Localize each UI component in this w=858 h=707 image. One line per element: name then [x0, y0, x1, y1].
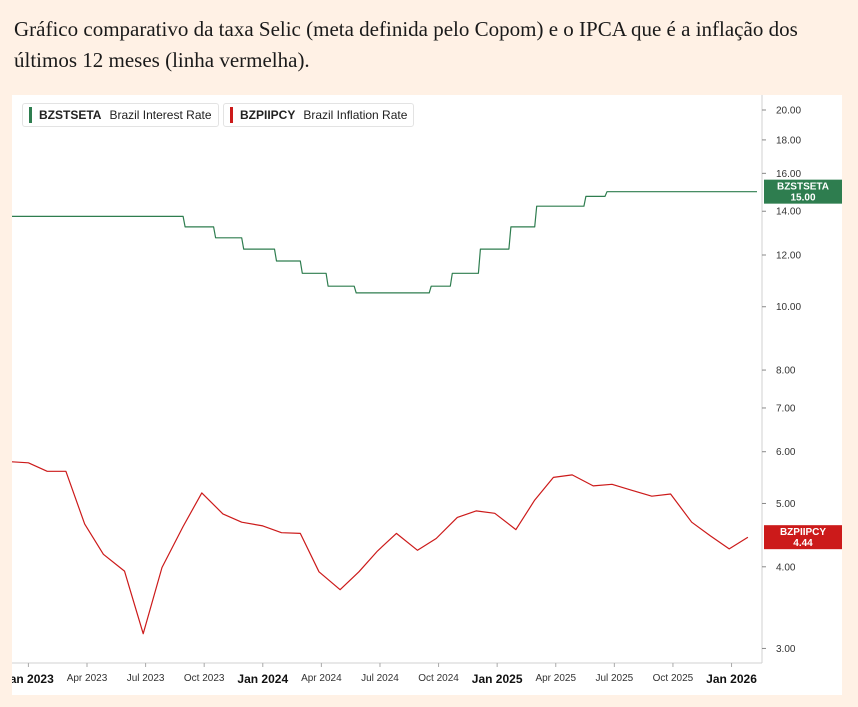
x-tick-label: Jan 2024	[237, 672, 288, 686]
y-tick-label: 10.00	[776, 302, 801, 313]
flag-background	[764, 179, 842, 204]
y-tick-label: 3.00	[776, 644, 796, 655]
figure-caption: Gráfico comparativo da taxa Selic (meta …	[14, 17, 798, 72]
flag-value: 4.44	[793, 538, 813, 549]
x-tick-label: Jul 2023	[127, 673, 165, 684]
y-tick-label: 8.00	[776, 366, 796, 377]
x-tick-label: Oct 2024	[418, 673, 459, 684]
chart-axes: 20.00 18.00 16.00 14.00 12.00 10.00 8.00 7.00 6.…	[12, 95, 842, 686]
x-tick-label: Jul 2024	[361, 673, 399, 684]
y-tick-label: 4.00	[776, 562, 796, 573]
x-tick-label: Oct 2023	[184, 673, 225, 684]
legend-item-inflation-rate[interactable]: BZPIIPCY Brazil Inflation Rate	[223, 103, 415, 127]
y-tick-label: 18.00	[776, 135, 801, 146]
x-tick-label: Jan 2026	[706, 672, 757, 686]
flag-value: 15.00	[790, 193, 815, 204]
series-line-bzpiipcy	[12, 461, 749, 635]
legend-label: Brazil Interest Rate	[109, 108, 212, 122]
chart-panel: 20.00 18.00 16.00 14.00 12.00 10.00 8.00 7.00 6.…	[12, 95, 842, 695]
y-tick-label: 6.00	[776, 447, 796, 458]
x-tick-label: Oct 2025	[653, 673, 694, 684]
flag-background	[764, 525, 842, 550]
legend-swatch-red	[230, 107, 233, 123]
legend-swatch-green	[29, 107, 32, 123]
legend-code: BZSTSETA	[39, 108, 102, 122]
chart-series	[12, 191, 757, 635]
legend-item-interest-rate[interactable]: BZSTSETA Brazil Interest Rate	[22, 103, 219, 127]
y-tick-label: 14.00	[776, 207, 801, 218]
flag-code: BZSTSETA	[777, 182, 829, 193]
line-chart: 20.00 18.00 16.00 14.00 12.00 10.00 8.00 7.00 6.…	[12, 95, 842, 686]
x-tick-label: Apr 2025	[535, 673, 576, 684]
x-tick-label: Apr 2024	[301, 673, 342, 684]
legend-code: BZPIIPCY	[240, 108, 296, 122]
y-tick-label: 20.00	[776, 106, 801, 117]
y-tick-label: 12.00	[776, 250, 801, 261]
y-tick-label: 7.00	[776, 403, 796, 414]
y-tick-label: 5.00	[776, 499, 796, 510]
x-tick-label: Jan 2023	[12, 672, 54, 686]
series-line-bzstseta	[12, 191, 757, 294]
flag-code: BZPIIPCY	[780, 527, 826, 538]
x-tick-label: Jul 2025	[595, 673, 633, 684]
y-tick-label: 16.00	[776, 169, 801, 180]
x-tick-label: Jan 2025	[472, 672, 523, 686]
legend-label: Brazil Inflation Rate	[303, 108, 408, 122]
x-tick-label: Apr 2023	[67, 673, 108, 684]
